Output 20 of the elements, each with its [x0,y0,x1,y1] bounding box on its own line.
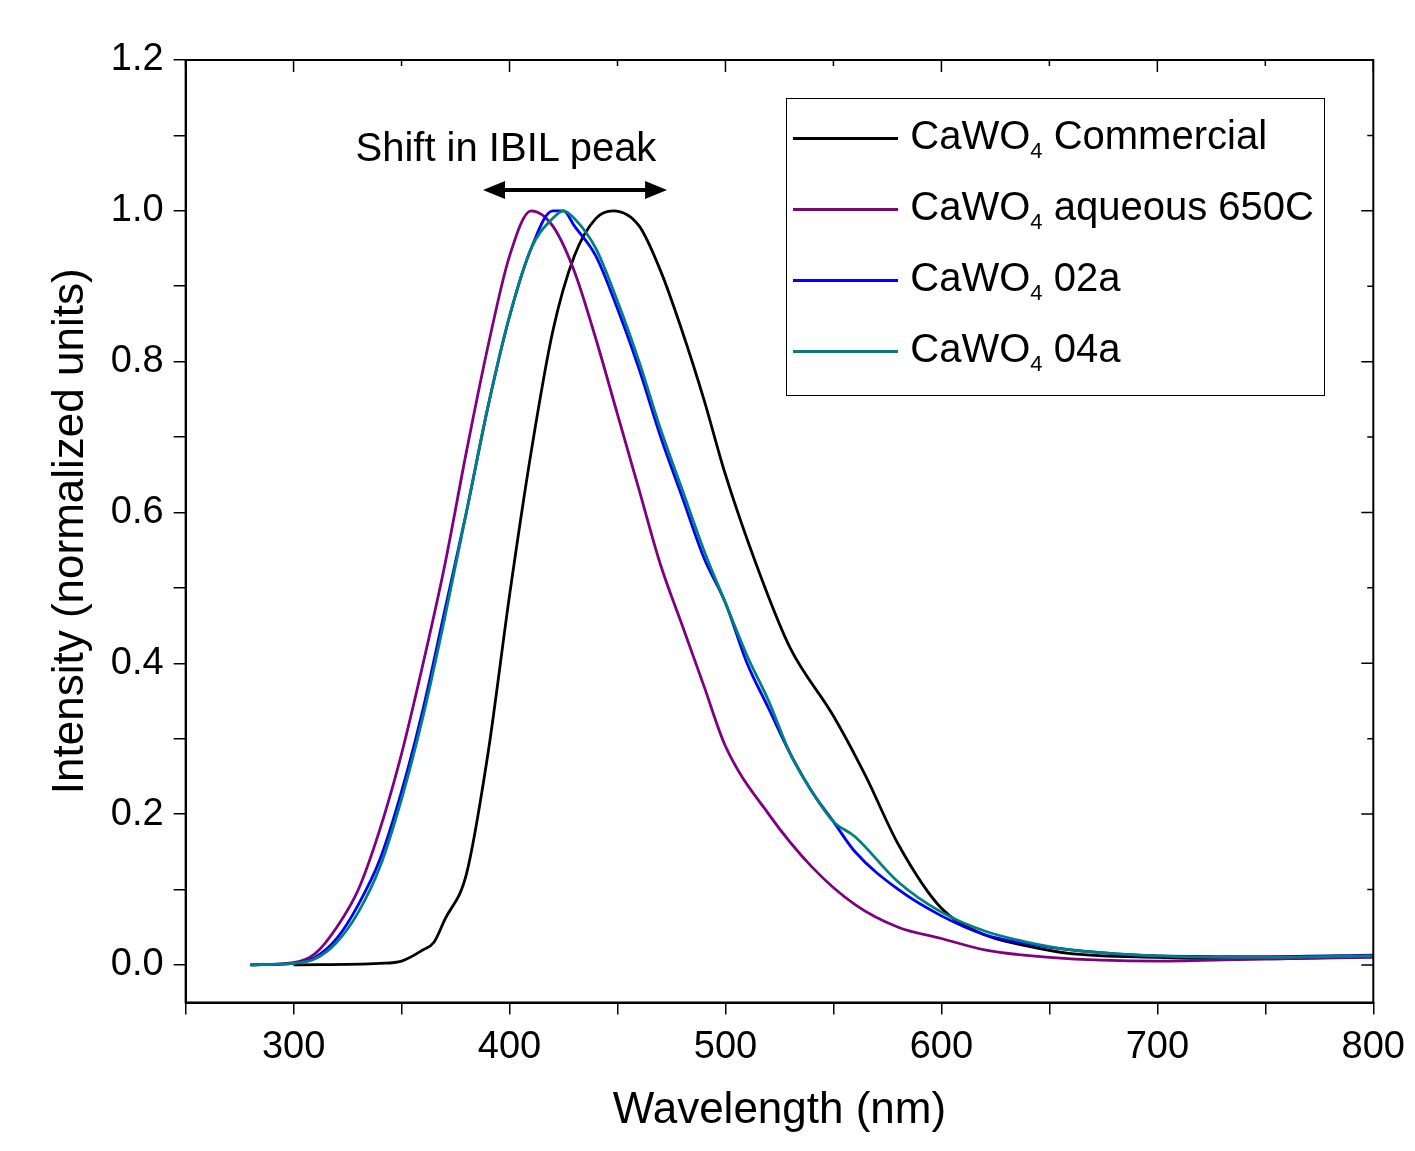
x-tick-label: 300 [261,1023,326,1066]
legend-label: CaWO$_{4}$ 02a [910,255,1121,306]
x-tick-label: 500 [693,1023,758,1066]
x-tick-label: 400 [477,1023,542,1066]
x-tick-label: 700 [1125,1023,1190,1066]
y-tick-label: 0.6 [110,488,164,531]
x-tick-label: 600 [909,1023,974,1066]
y-axis-title: Intensity (normalized units) [42,268,92,795]
y-tick-label: 0.2 [110,790,164,833]
legend-label: CaWO$_{4}$ aqueous 650C [910,184,1314,235]
legend-label: CaWO$_{4}$ Commercial [910,113,1268,164]
y-tick-label: 0.4 [110,639,164,682]
y-tick-label: 0.0 [110,941,164,984]
x-tick-label: 800 [1341,1023,1405,1066]
legend-label: CaWO$_{4}$ 04a [910,326,1121,377]
y-tick-label: 1.0 [110,187,164,230]
annotation: Shift in IBIL peak [355,125,657,170]
x-axis-title: Wavelength (nm) [612,1082,947,1132]
y-tick-label: 0.8 [110,338,164,381]
y-tick-label: 1.2 [110,36,164,79]
